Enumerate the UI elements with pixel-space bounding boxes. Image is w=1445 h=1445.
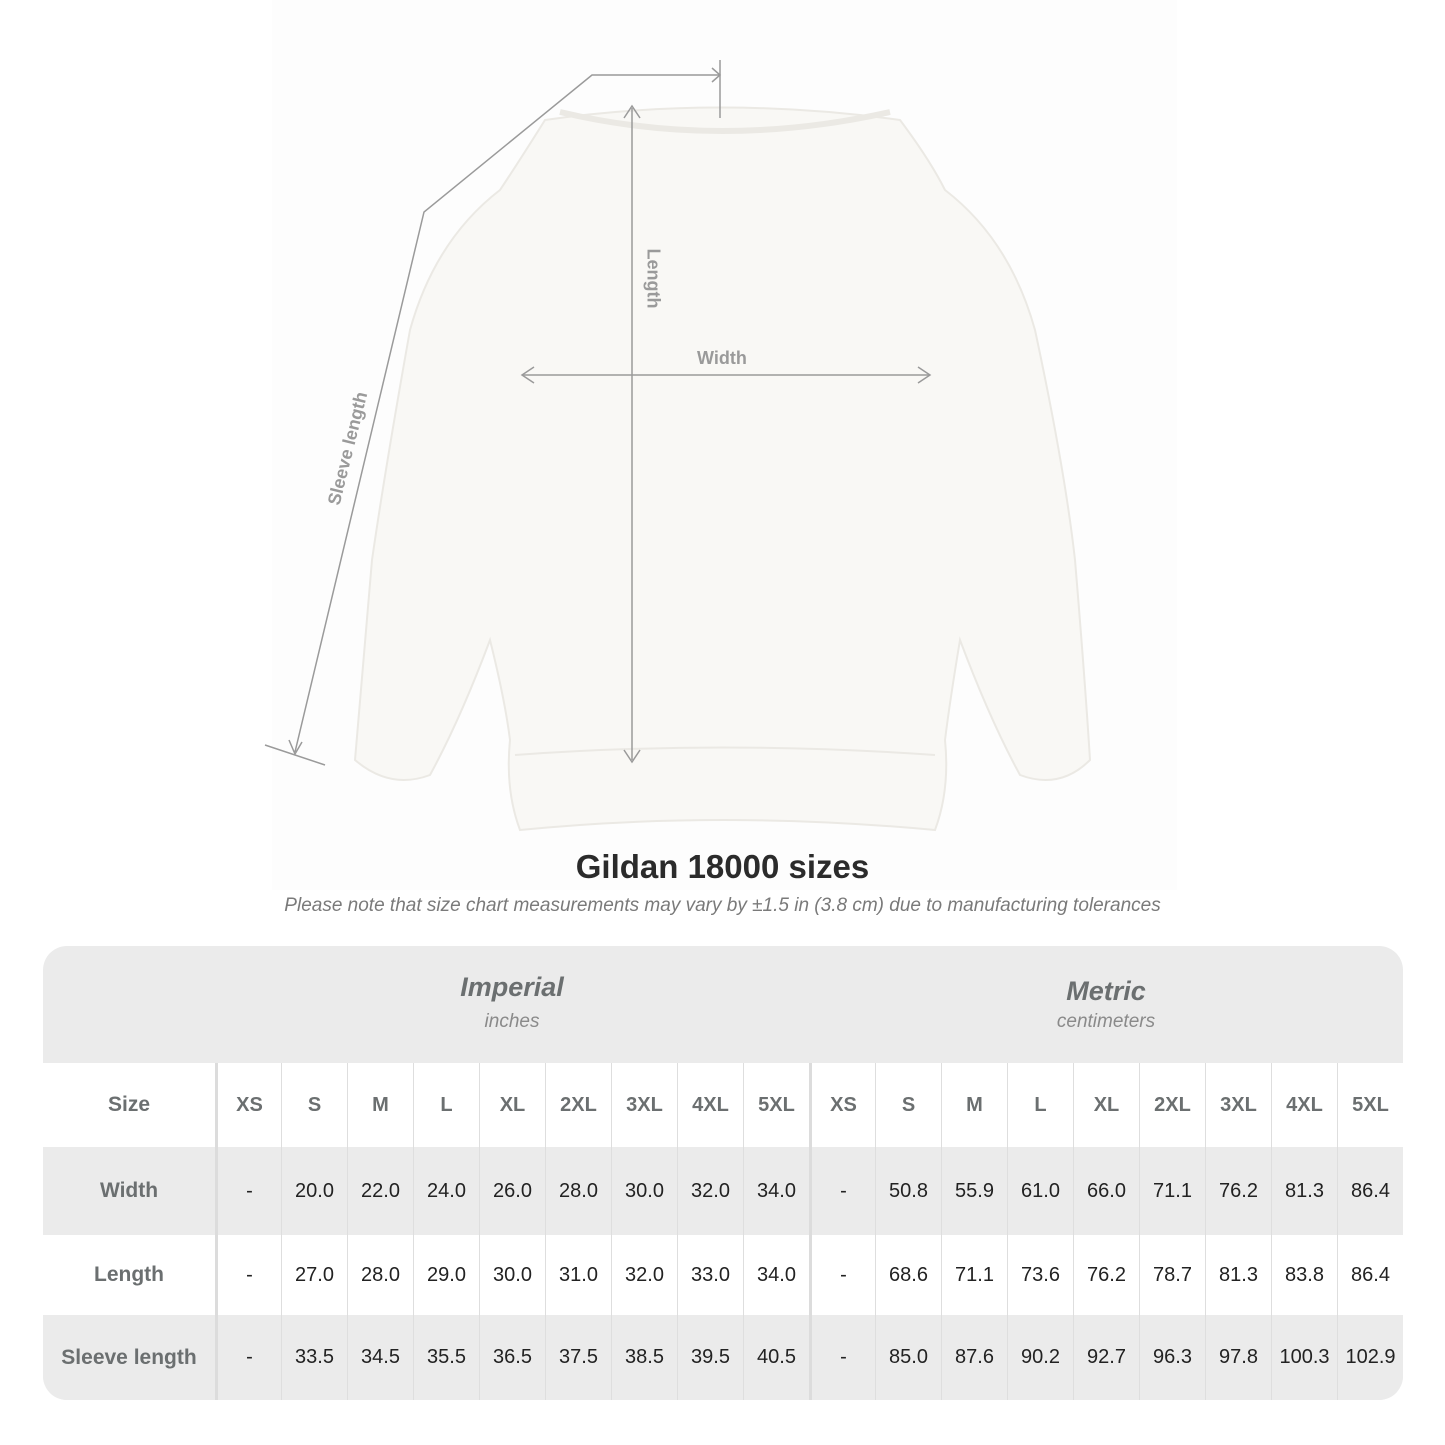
imperial-value-cell: 34.0 bbox=[743, 1147, 809, 1235]
metric-value-cell: 71.1 bbox=[1139, 1147, 1205, 1235]
metric-value-cell: - bbox=[809, 1147, 875, 1235]
metric-value-cell: 100.3 bbox=[1271, 1315, 1337, 1400]
tolerance-note: Please note that size chart measurements… bbox=[284, 895, 1161, 916]
size-header-row: Size XS S M L XL 2XL 3XL 4XL 5XL XS S M L XL 2XL 3XL 4XL… bbox=[43, 1063, 1403, 1147]
metric-value-cell: 85.0 bbox=[875, 1315, 941, 1400]
width-label: Width bbox=[697, 348, 747, 368]
imperial-size-xs: XS bbox=[215, 1063, 281, 1147]
imperial-value-cell: 34.5 bbox=[347, 1315, 413, 1400]
row-label: Length bbox=[94, 1263, 164, 1286]
imperial-size-m: M bbox=[347, 1063, 413, 1147]
imperial-value-cell: 30.0 bbox=[479, 1235, 545, 1315]
metric-size-xl: XL bbox=[1073, 1063, 1139, 1147]
imperial-value-cell: 24.0 bbox=[413, 1147, 479, 1235]
imperial-size-l: L bbox=[413, 1063, 479, 1147]
metric-value-cell: 50.8 bbox=[875, 1147, 941, 1235]
imperial-size-4xl: 4XL bbox=[677, 1063, 743, 1147]
row-label: Width bbox=[99, 1179, 159, 1202]
sweatshirt-image bbox=[353, 106, 1092, 832]
imperial-size-2xl: 2XL bbox=[545, 1063, 611, 1147]
imperial-size-s: S bbox=[281, 1063, 347, 1147]
metric-size-5xl: 5XL bbox=[1337, 1063, 1403, 1147]
imperial-value-cell: 30.0 bbox=[611, 1147, 677, 1235]
metric-size-l: L bbox=[1007, 1063, 1073, 1147]
metric-size-2xl: 2XL bbox=[1139, 1063, 1205, 1147]
metric-value-cell: 86.4 bbox=[1337, 1235, 1403, 1315]
row-label: Sleeve length bbox=[61, 1345, 197, 1369]
imperial-header: Imperial inches bbox=[215, 946, 809, 1063]
metric-size-m: M bbox=[941, 1063, 1007, 1147]
imperial-value-cell: 36.5 bbox=[479, 1315, 545, 1400]
metric-value-cell: - bbox=[809, 1235, 875, 1315]
metric-value-cell: 102.9 bbox=[1337, 1315, 1403, 1400]
size-label: Size bbox=[107, 1093, 151, 1116]
metric-value-cell: 66.0 bbox=[1073, 1147, 1139, 1235]
length-arrowheads bbox=[623, 104, 641, 764]
table-row: Width -20.0 22.0 24.0 26.0 28.0 30.0 32.0 34.0-5… bbox=[43, 1147, 1403, 1235]
table-row: Sleeve length -33.5 34.5 35.5 36.5 37.5 38.5 39… bbox=[43, 1315, 1403, 1400]
imperial-value-cell: 22.0 bbox=[347, 1147, 413, 1235]
waistband bbox=[514, 746, 936, 756]
collar bbox=[559, 109, 891, 134]
metric-value-cell: 55.9 bbox=[941, 1147, 1007, 1235]
imperial-value-cell: 32.0 bbox=[611, 1235, 677, 1315]
measure-lines bbox=[264, 60, 932, 766]
imperial-value-cell: - bbox=[215, 1147, 281, 1235]
imperial-size-3xl: 3XL bbox=[611, 1063, 677, 1147]
metric-value-cell: 90.2 bbox=[1007, 1315, 1073, 1400]
imperial-title: Imperial bbox=[460, 972, 564, 1002]
imperial-value-cell: 31.0 bbox=[545, 1235, 611, 1315]
metric-value-cell: 76.2 bbox=[1073, 1235, 1139, 1315]
metric-value-cell: 68.6 bbox=[875, 1235, 941, 1315]
length-label: Length bbox=[643, 248, 664, 309]
metric-size-4xl: 4XL bbox=[1271, 1063, 1337, 1147]
metric-value-cell: 61.0 bbox=[1007, 1147, 1073, 1235]
imperial-size-xl: XL bbox=[479, 1063, 545, 1147]
metric-value-cell: 86.4 bbox=[1337, 1147, 1403, 1235]
imperial-value-cell: 33.5 bbox=[281, 1315, 347, 1400]
metric-value-cell: 81.3 bbox=[1271, 1147, 1337, 1235]
imperial-value-cell: 40.5 bbox=[743, 1315, 809, 1400]
metric-title: Metric bbox=[1066, 976, 1146, 1006]
imperial-size-5xl: 5XL bbox=[743, 1063, 809, 1147]
metric-size-xs: XS bbox=[809, 1063, 875, 1147]
imperial-value-cell: - bbox=[215, 1315, 281, 1400]
imperial-value-cell: 27.0 bbox=[281, 1235, 347, 1315]
width-arrowheads bbox=[520, 366, 932, 384]
metric-value-cell: 97.8 bbox=[1205, 1315, 1271, 1400]
imperial-value-cell: 37.5 bbox=[545, 1315, 611, 1400]
table-row: Length -27.0 28.0 29.0 30.0 31.0 32.0 33.0 34.0-… bbox=[43, 1235, 1403, 1315]
metric-value-cell: 73.6 bbox=[1007, 1235, 1073, 1315]
metric-header: Metric centimeters bbox=[809, 946, 1403, 1063]
imperial-value-cell: 34.0 bbox=[743, 1235, 809, 1315]
metric-value-cell: 81.3 bbox=[1205, 1235, 1271, 1315]
imperial-value-cell: 28.0 bbox=[347, 1235, 413, 1315]
imperial-value-cell: 32.0 bbox=[677, 1147, 743, 1235]
imperial-value-cell: 20.0 bbox=[281, 1147, 347, 1235]
imperial-value-cell: 39.5 bbox=[677, 1315, 743, 1400]
metric-size-3xl: 3XL bbox=[1205, 1063, 1271, 1147]
imperial-unit: inches bbox=[484, 1011, 540, 1032]
metric-value-cell: 76.2 bbox=[1205, 1147, 1271, 1235]
metric-value-cell: 87.6 bbox=[941, 1315, 1007, 1400]
imperial-value-cell: 26.0 bbox=[479, 1147, 545, 1235]
metric-size-s: S bbox=[875, 1063, 941, 1147]
imperial-value-cell: 38.5 bbox=[611, 1315, 677, 1400]
imperial-value-cell: 29.0 bbox=[413, 1235, 479, 1315]
metric-value-cell: 78.7 bbox=[1139, 1235, 1205, 1315]
metric-value-cell: - bbox=[809, 1315, 875, 1400]
sleeve-line bbox=[294, 74, 720, 753]
size-table: Imperial inches Metric centimeters Size … bbox=[43, 946, 1403, 1400]
metric-unit: centimeters bbox=[1056, 1011, 1156, 1032]
metric-value-cell: 71.1 bbox=[941, 1235, 1007, 1315]
metric-value-cell: 96.3 bbox=[1139, 1315, 1205, 1400]
imperial-value-cell: 28.0 bbox=[545, 1147, 611, 1235]
metric-value-cell: 83.8 bbox=[1271, 1235, 1337, 1315]
imperial-value-cell: - bbox=[215, 1235, 281, 1315]
sweatshirt-diagram bbox=[264, 60, 1092, 832]
imperial-value-cell: 35.5 bbox=[413, 1315, 479, 1400]
imperial-value-cell: 33.0 bbox=[677, 1235, 743, 1315]
metric-value-cell: 92.7 bbox=[1073, 1315, 1139, 1400]
page-title: Gildan 18000 sizes bbox=[575, 848, 870, 885]
